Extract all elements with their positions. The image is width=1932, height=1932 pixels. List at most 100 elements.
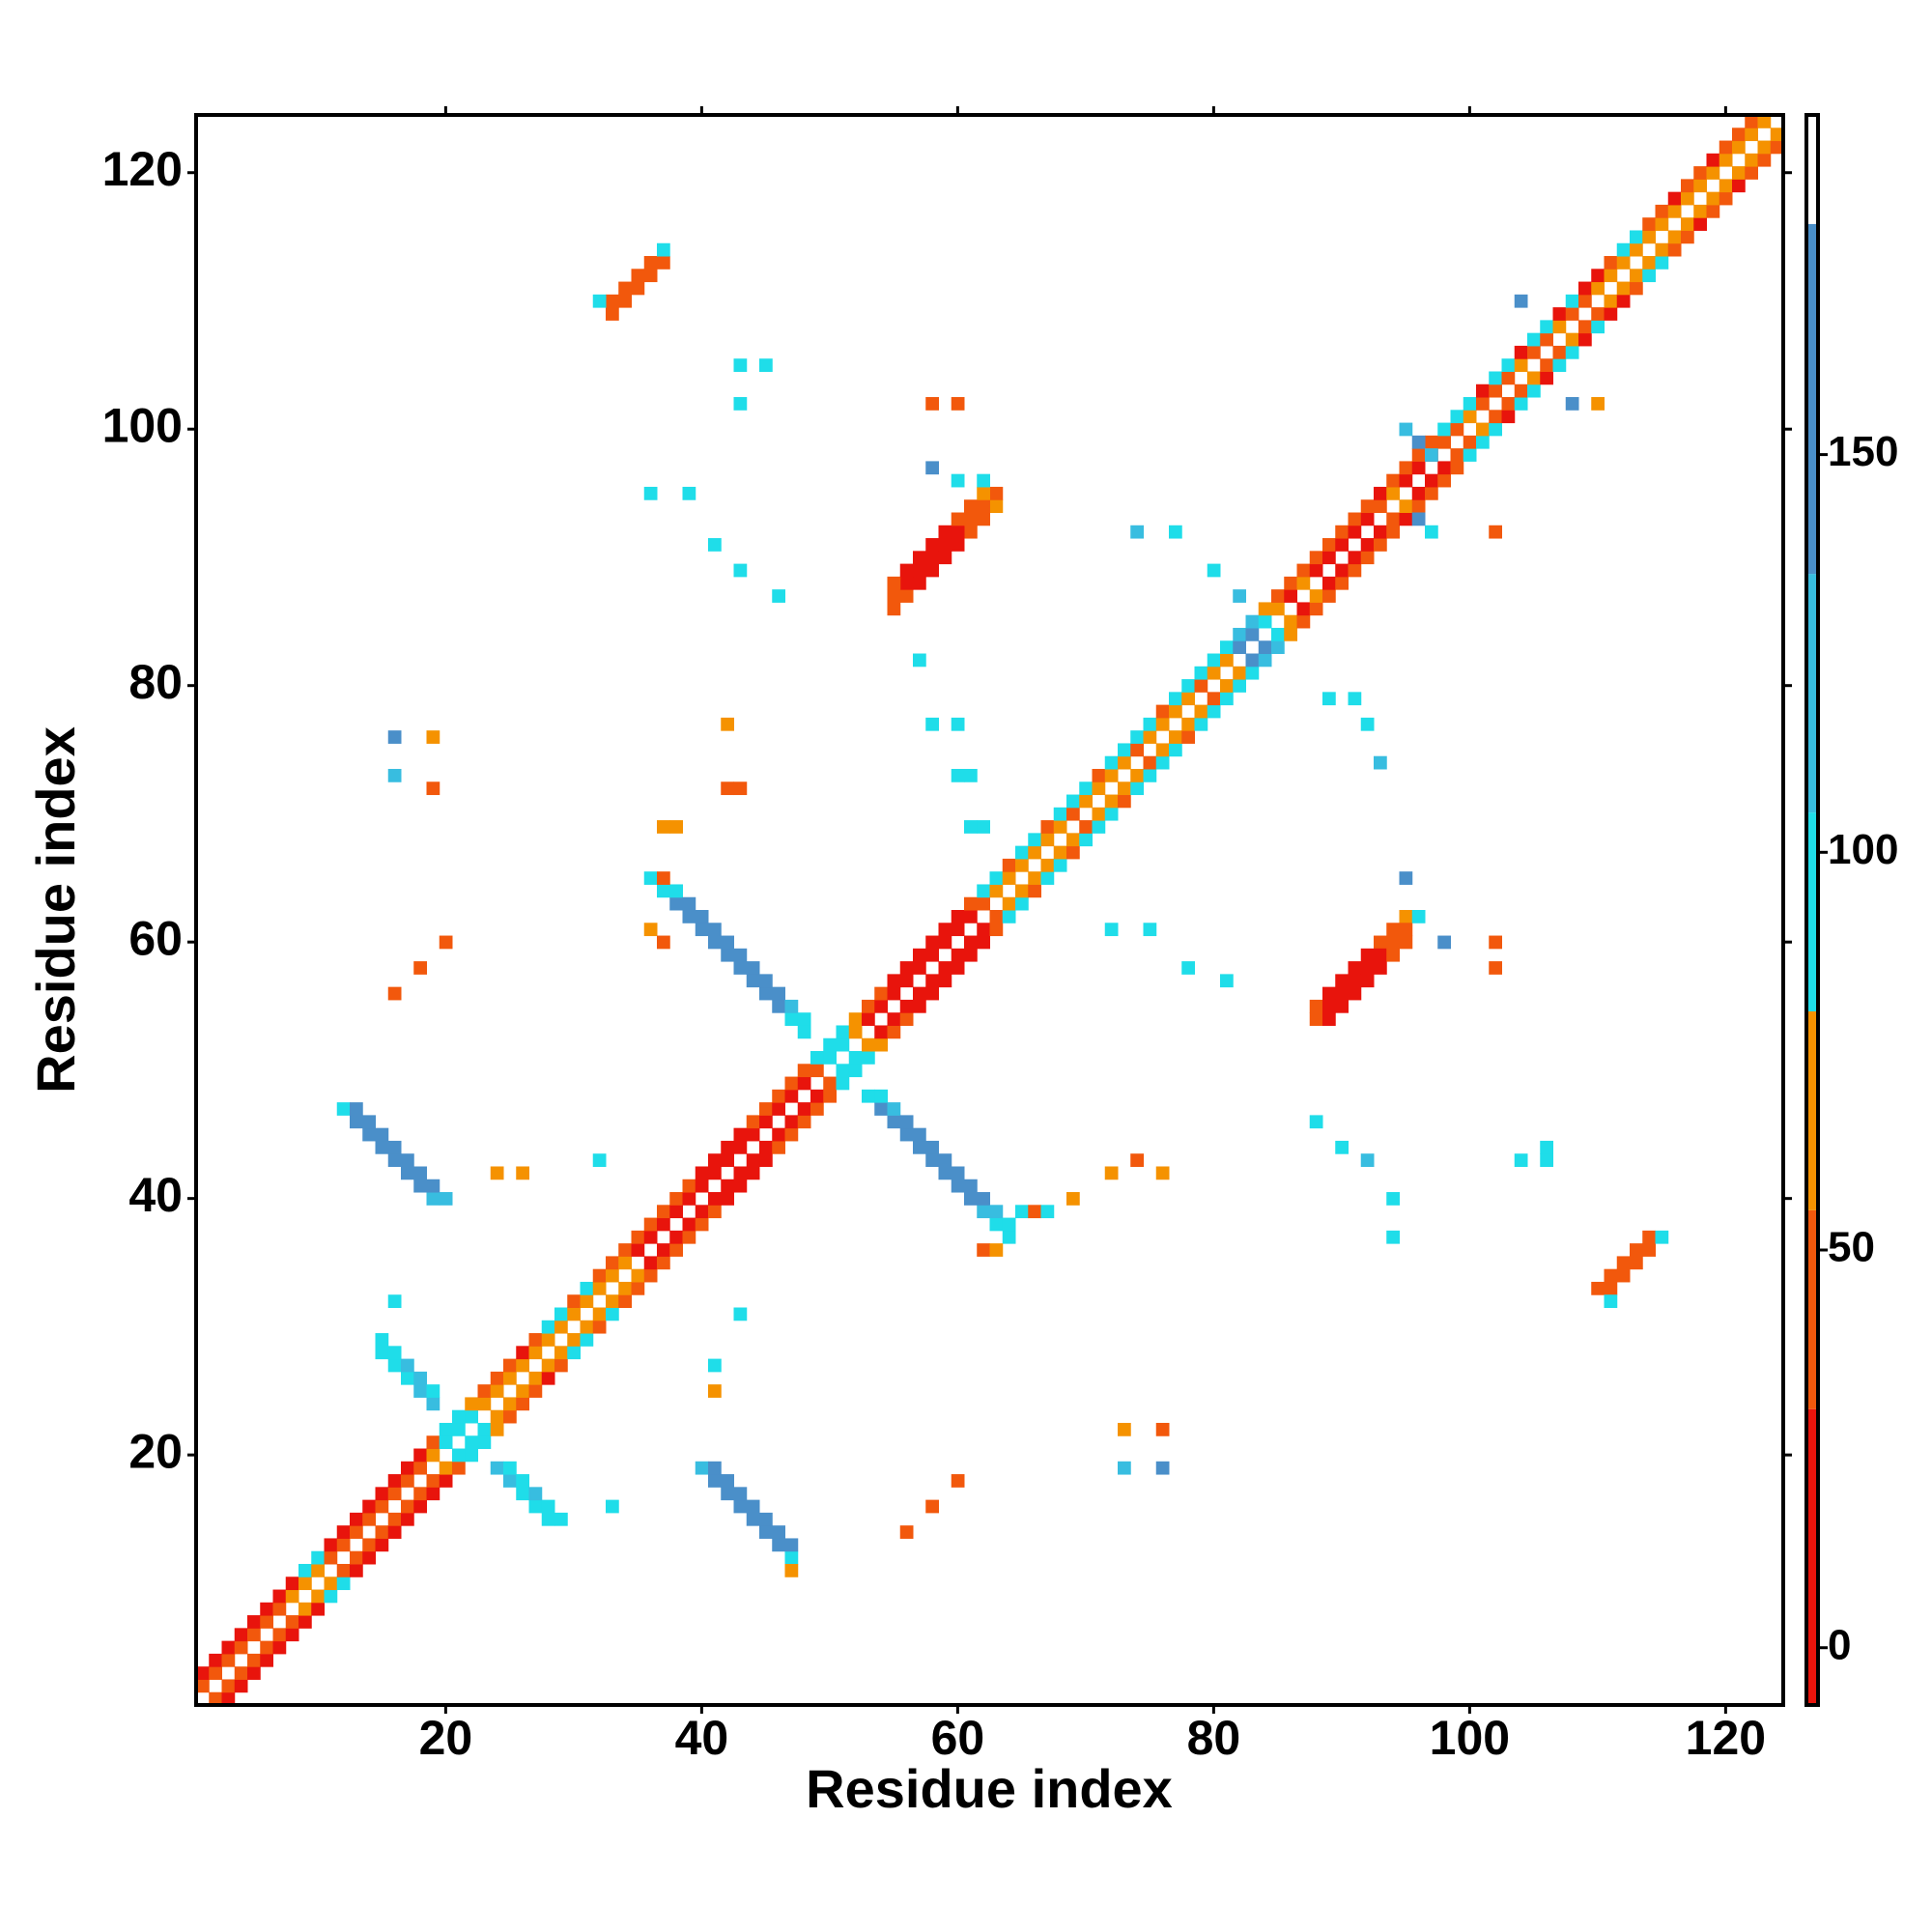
cell (503, 1409, 517, 1424)
colorbar-segment (1806, 1010, 1818, 1210)
cell (1322, 576, 1336, 590)
cell (874, 999, 888, 1013)
cell (772, 1102, 785, 1116)
cell (810, 1102, 824, 1116)
cell (1040, 871, 1055, 885)
cell (401, 1499, 414, 1514)
cell (874, 986, 888, 1001)
cell (1079, 794, 1093, 809)
cell (452, 1448, 466, 1463)
cell (1706, 204, 1720, 218)
cell (772, 1525, 785, 1539)
cell (528, 1499, 543, 1514)
cell (989, 486, 1004, 500)
cell (938, 525, 952, 539)
cell (477, 1422, 492, 1436)
cell (1501, 358, 1516, 372)
cell (426, 1179, 440, 1193)
cell (964, 525, 978, 539)
cell (1207, 692, 1221, 706)
cell (848, 1051, 863, 1065)
cell (1233, 589, 1246, 603)
cell (1770, 140, 1784, 155)
cell (964, 1192, 978, 1206)
cell (1258, 602, 1272, 616)
cell (1757, 115, 1772, 128)
cell (1655, 256, 1669, 270)
cell (1681, 230, 1694, 244)
cell (413, 1487, 427, 1501)
cell (541, 1333, 555, 1347)
cell (401, 1512, 414, 1526)
cell (1693, 179, 1707, 193)
cell (1130, 1153, 1144, 1167)
cell (1348, 974, 1362, 988)
cell (797, 1012, 811, 1026)
cell (1386, 525, 1400, 539)
cell (964, 1179, 978, 1193)
cell (643, 923, 658, 937)
cell (1245, 614, 1260, 629)
cell (426, 1192, 440, 1206)
cell (669, 1205, 683, 1219)
cell (759, 1115, 773, 1129)
cell (1616, 256, 1631, 270)
cell (1002, 910, 1016, 923)
cell (631, 1281, 645, 1295)
cell (1104, 923, 1119, 937)
cell (951, 768, 965, 782)
x-axis-label: Residue index (806, 1758, 1173, 1819)
cell (1155, 1461, 1170, 1475)
cell (1399, 910, 1413, 923)
cell (1309, 589, 1323, 603)
cell (234, 1628, 248, 1642)
cell (541, 1371, 555, 1385)
y-axis-label: Residue index (25, 726, 86, 1094)
cell (1514, 397, 1528, 411)
cell (1642, 217, 1656, 231)
cell (1386, 923, 1400, 937)
cell (1411, 486, 1426, 500)
cell (477, 1435, 492, 1450)
cell (503, 1358, 517, 1373)
cell (1425, 435, 1438, 449)
cell (695, 1461, 709, 1475)
cell (285, 1577, 299, 1591)
cell (1233, 627, 1246, 641)
cell (1745, 166, 1758, 180)
cell (1399, 512, 1413, 526)
cell (1411, 435, 1426, 449)
cell (899, 999, 914, 1013)
cell (1271, 602, 1285, 616)
cell (387, 730, 402, 744)
cell (1450, 461, 1464, 475)
cell (733, 1307, 748, 1321)
cell (516, 1487, 529, 1501)
cell (1053, 807, 1067, 821)
cell (426, 1448, 440, 1463)
cell (606, 294, 619, 308)
cell (1514, 294, 1528, 308)
cell (1040, 820, 1055, 834)
cell (1591, 269, 1605, 283)
cell (1578, 332, 1592, 347)
cell (797, 1025, 811, 1039)
cell (759, 1525, 773, 1539)
cell (1655, 204, 1669, 218)
cell (938, 1166, 952, 1180)
cell (1706, 166, 1720, 180)
cell (951, 961, 965, 975)
cell (465, 1397, 478, 1411)
cell (964, 512, 978, 526)
cell (375, 1346, 389, 1360)
cell (951, 473, 965, 488)
cell (1169, 704, 1182, 719)
cell (1169, 743, 1182, 757)
cell (413, 1461, 427, 1475)
cell (759, 1512, 773, 1526)
cell (439, 1461, 453, 1475)
cell (247, 1628, 261, 1642)
cell (913, 948, 926, 962)
cell (1604, 256, 1618, 270)
cell (401, 1358, 414, 1373)
